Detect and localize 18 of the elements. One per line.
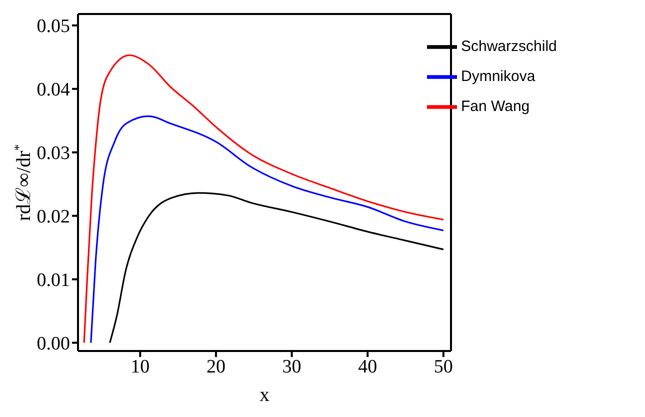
legend-label: Dymnikova: [461, 68, 536, 85]
y-tick-label: 0.01: [36, 270, 70, 292]
y-tick-label: 0.00: [36, 333, 70, 354]
x-axis-title: x: [260, 384, 270, 406]
legend-label: Schwarzschild: [461, 38, 557, 55]
x-tick-label: 50: [434, 356, 453, 378]
line-series: [83, 54, 444, 344]
x-tick-label: 10: [130, 356, 150, 378]
x-tick-label: 40: [358, 356, 378, 378]
legend-label: Fan Wang: [461, 98, 530, 115]
y-tick-label: 0.04: [36, 80, 70, 101]
x-tick-label: 30: [282, 356, 302, 378]
line-series: [90, 115, 444, 344]
y-tick-label: 0.02: [36, 206, 70, 228]
y-tick-label: 0.05: [36, 16, 70, 38]
y-tick-label: 0.03: [36, 143, 70, 164]
x-tick-label: 20: [206, 356, 226, 378]
line-series: [109, 192, 444, 344]
